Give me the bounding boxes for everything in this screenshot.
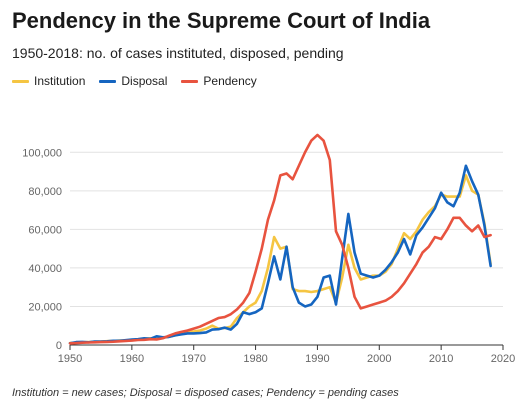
legend-swatch-disposal — [99, 79, 117, 83]
x-tick-label: 1980 — [243, 353, 267, 365]
x-tick-label: 2010 — [429, 353, 453, 365]
legend-swatch-pendency — [181, 79, 199, 83]
legend-swatch-institution — [12, 79, 29, 83]
x-tick-label: 2000 — [367, 353, 391, 365]
y-tick-label: 20,000 — [28, 301, 62, 313]
y-tick-label: 0 — [56, 340, 62, 352]
legend-label-institution: Institution — [34, 74, 86, 88]
x-tick-label: 1950 — [58, 353, 82, 365]
series-lines — [68, 133, 492, 345]
chart-footnote: Institution = new cases; Disposal = disp… — [12, 387, 399, 399]
series-line-pendency[interactable] — [68, 133, 492, 345]
y-tick-label: 80,000 — [28, 186, 62, 198]
legend-item-pendency[interactable]: Pendency — [181, 74, 257, 88]
grid-lines — [70, 151, 503, 346]
series-line-institution[interactable] — [68, 174, 492, 345]
x-tick-label: 1990 — [305, 353, 329, 365]
axis-ticks: 0 20,000 40,000 60,000 80,000 100,000 1950 1960… — [22, 147, 515, 365]
legend-label-pendency: Pendency — [203, 74, 257, 88]
chart-subtitle: 1950-2018: no. of cases instituted, disp… — [12, 45, 344, 61]
series-line-disposal[interactable] — [68, 164, 492, 345]
y-tick-label: 40,000 — [28, 263, 62, 275]
y-tick-label: 100,000 — [22, 147, 62, 159]
x-tick-label: 1960 — [120, 353, 144, 365]
chart-legend: Institution Disposal Pendency — [12, 74, 271, 88]
legend-label-disposal: Disposal — [121, 74, 168, 88]
legend-item-institution[interactable]: Institution — [12, 74, 85, 88]
chart-title: Pendency in the Supreme Court of India — [12, 8, 431, 33]
x-tick-label: 1970 — [181, 353, 205, 365]
legend-item-disposal[interactable]: Disposal — [99, 74, 167, 88]
x-tick-label: 2020 — [491, 353, 515, 365]
y-tick-label: 60,000 — [28, 224, 62, 236]
